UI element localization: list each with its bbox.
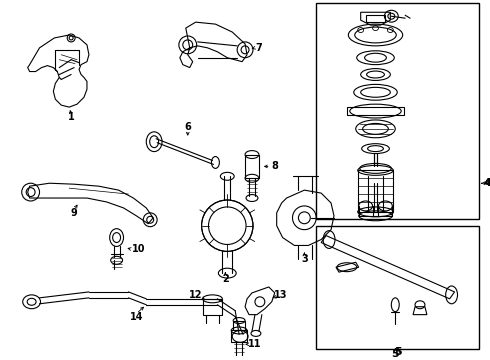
Text: 4: 4	[483, 178, 490, 188]
Text: 7: 7	[255, 43, 262, 53]
Bar	[316, 226, 479, 349]
Text: 2: 2	[222, 274, 229, 284]
Text: 10: 10	[132, 244, 145, 255]
Bar	[245, 154, 259, 178]
Text: 8: 8	[271, 161, 278, 171]
Text: 11: 11	[248, 339, 262, 349]
Bar	[231, 330, 247, 342]
Text: 14: 14	[130, 312, 143, 321]
Text: 9: 9	[71, 208, 77, 218]
Text: 13: 13	[274, 290, 288, 300]
Text: 5: 5	[394, 347, 402, 357]
Text: 4: 4	[484, 178, 490, 188]
Text: 12: 12	[189, 290, 202, 300]
Bar	[233, 320, 245, 330]
Text: 3: 3	[301, 254, 308, 264]
Text: 5: 5	[392, 349, 399, 359]
Bar	[316, 3, 479, 219]
Bar	[358, 170, 393, 212]
Text: 6: 6	[184, 122, 191, 132]
Bar	[202, 299, 222, 315]
Text: 1: 1	[68, 112, 74, 122]
